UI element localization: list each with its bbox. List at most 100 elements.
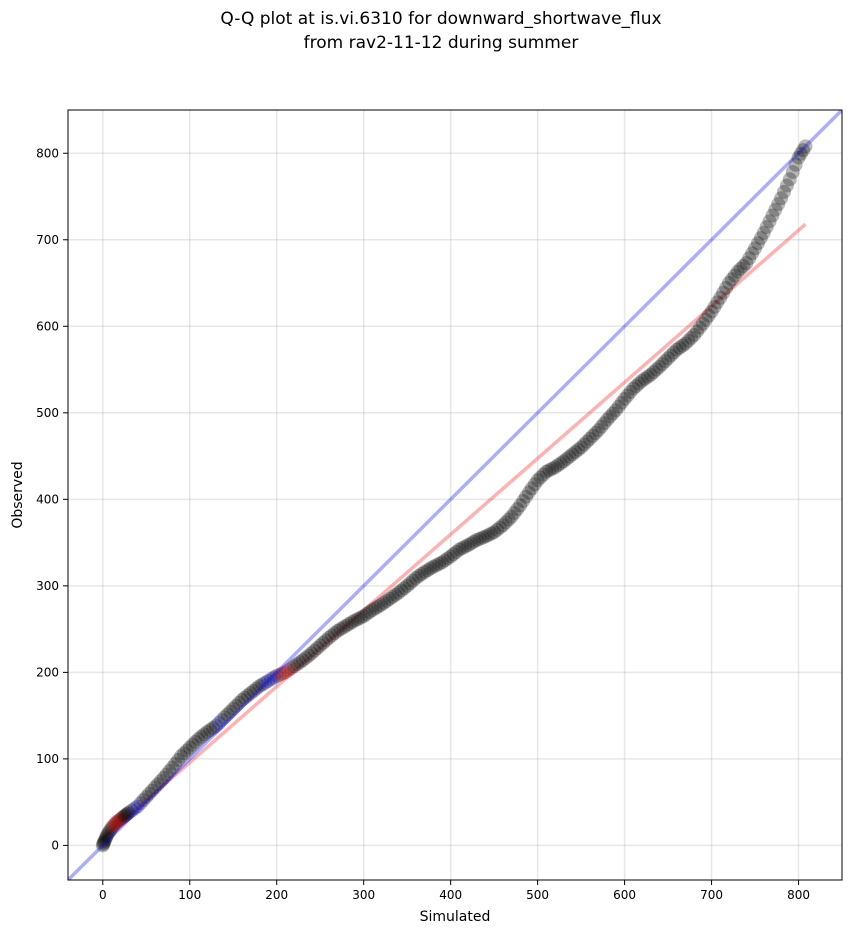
quantile-point <box>759 220 774 235</box>
quantile-point <box>490 522 505 537</box>
quantile-point <box>458 539 473 554</box>
quantile-point <box>214 713 229 728</box>
quantile-point <box>156 770 171 785</box>
quantile-point <box>359 607 374 622</box>
quantile-point <box>269 668 284 683</box>
quantile-point <box>487 525 502 540</box>
quantile-point <box>159 767 174 782</box>
quantile-point <box>263 672 278 687</box>
quantile-point <box>336 620 351 635</box>
quantile-point <box>475 530 490 545</box>
quantile-point <box>405 573 420 588</box>
quantile-point <box>579 434 594 449</box>
quantile-point <box>99 830 114 845</box>
quantile-point <box>217 710 232 725</box>
quantile-point <box>571 442 586 457</box>
quantile-point <box>690 324 705 339</box>
quantile-point <box>179 743 194 758</box>
quantile-point <box>295 653 310 668</box>
quantile-point <box>727 268 742 283</box>
quantile-point <box>577 437 591 452</box>
quantile-point <box>545 461 560 476</box>
y-tick-label: 600 <box>36 319 59 333</box>
quantile-point <box>655 357 670 372</box>
quantile-point <box>130 799 145 814</box>
quantile-point <box>594 419 609 434</box>
x-tick-label: 500 <box>526 888 549 902</box>
quantile-point <box>666 345 681 360</box>
quantile-point <box>113 812 128 827</box>
quantile-point <box>753 231 768 246</box>
quantile-point <box>550 458 565 473</box>
y-tick-label: 200 <box>36 665 59 679</box>
quantile-point <box>100 828 115 843</box>
quantile-point <box>524 481 539 496</box>
quantile-points <box>95 139 813 853</box>
quantile-point <box>108 815 123 830</box>
quantile-point <box>719 280 734 295</box>
quantile-point <box>237 690 252 705</box>
quantile-point <box>96 836 111 851</box>
quantile-point <box>176 746 191 761</box>
quantile-point <box>562 449 577 464</box>
quantile-point <box>777 184 792 199</box>
quantile-point <box>681 333 696 348</box>
quantile-point <box>791 150 806 165</box>
x-axis-ticks: 0 100 200 300 400 500 600 700 800 <box>99 880 810 902</box>
quantile-point <box>420 563 435 578</box>
plot-area <box>68 110 842 880</box>
quantile-point <box>371 599 386 614</box>
quantile-point <box>220 707 235 722</box>
quantile-point <box>411 569 426 584</box>
quantile-point <box>730 264 745 279</box>
quantile-point <box>466 534 481 549</box>
quantile-point <box>675 338 690 353</box>
quantile-point <box>597 416 612 431</box>
quantile-point <box>469 532 484 547</box>
quantile-point <box>603 409 618 424</box>
quantile-point <box>724 272 739 287</box>
quantile-point <box>252 679 267 694</box>
quantile-point <box>629 378 644 393</box>
quantile-point <box>713 290 728 305</box>
quantile-point <box>695 316 710 331</box>
quantile-point <box>103 823 118 838</box>
quantile-point <box>501 512 516 527</box>
quantile-point <box>620 388 635 403</box>
quantile-point <box>507 505 522 520</box>
quantile-point <box>484 526 499 541</box>
quantile-point <box>310 641 325 656</box>
quantile-point <box>188 734 203 749</box>
quantile-point <box>97 834 112 849</box>
quantile-point <box>255 677 270 692</box>
quantile-point <box>643 367 658 382</box>
quantile-point <box>513 498 528 513</box>
quantile-point <box>342 616 357 631</box>
quantile-point <box>739 256 754 271</box>
quantile-point <box>168 756 183 771</box>
quantile-point <box>429 558 444 573</box>
quantile-point <box>779 178 794 193</box>
quantile-point <box>353 610 368 625</box>
quantile-point <box>663 348 678 363</box>
quantile-point <box>356 609 371 624</box>
quantile-point <box>553 456 568 471</box>
quantile-point <box>687 327 702 342</box>
quantile-point <box>661 351 676 366</box>
quantile-point <box>716 285 731 300</box>
quantile-point <box>750 236 765 251</box>
quantile-point <box>171 753 186 768</box>
quantile-point <box>600 412 615 427</box>
quantile-point <box>414 567 429 582</box>
quantile-point <box>240 688 255 703</box>
quantile-point <box>114 811 129 826</box>
quantile-point <box>388 587 403 602</box>
quantile-point <box>443 549 458 564</box>
quantile-point <box>397 581 412 596</box>
quantile-point <box>185 737 200 752</box>
quantile-point <box>658 354 673 369</box>
quantile-point <box>124 803 139 818</box>
quantile-point <box>365 603 380 618</box>
quantile-point <box>408 571 423 586</box>
